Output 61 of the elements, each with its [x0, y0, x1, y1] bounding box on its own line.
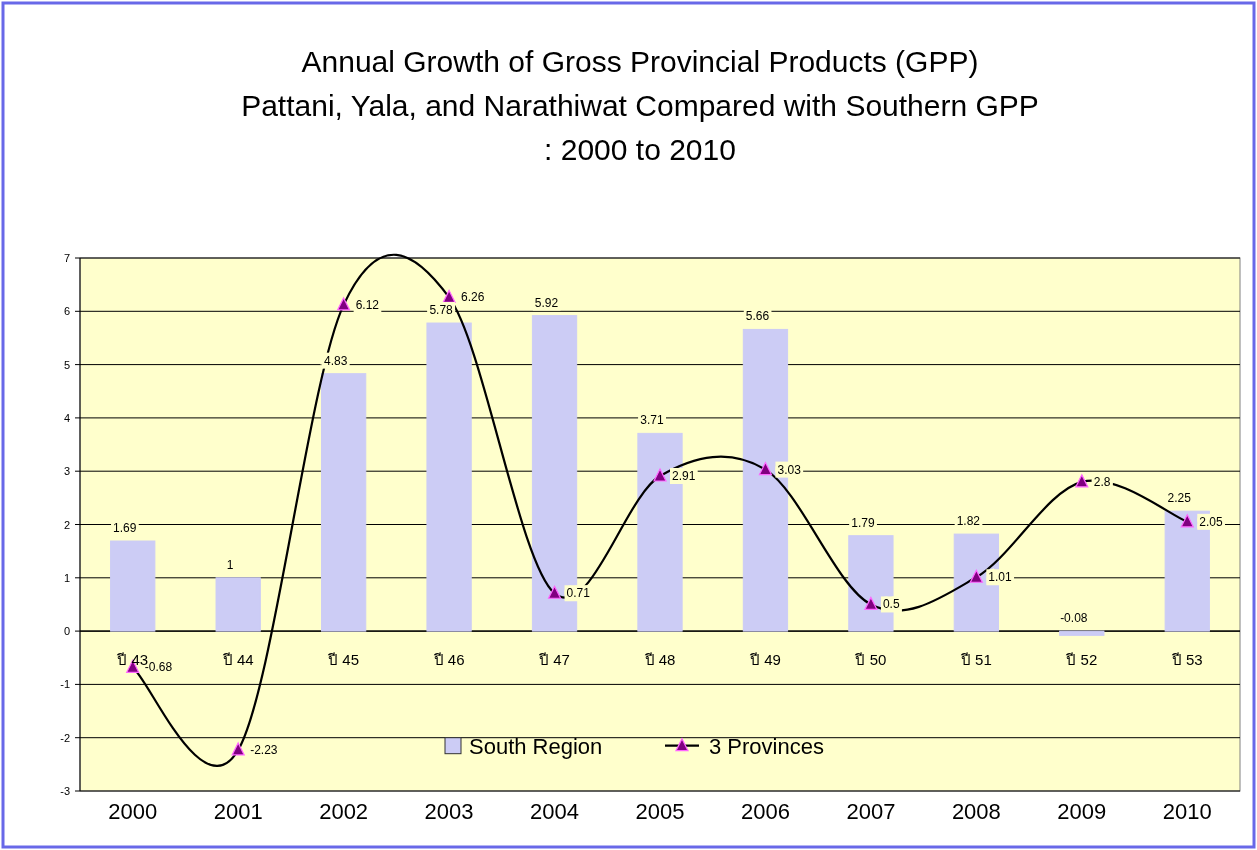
x-tick-label: 2007	[846, 799, 896, 824]
x-tick-label: 2010	[1162, 799, 1212, 824]
bar	[215, 577, 261, 632]
legend-label: 3 Provinces	[709, 733, 824, 759]
data-label: 6.12	[355, 297, 380, 312]
annotation: ปี 51	[959, 651, 992, 669]
data-label: 5.92	[534, 295, 559, 310]
data-label: 2.05	[1199, 514, 1223, 529]
y-tick-label: -1	[60, 678, 70, 691]
data-label: 1.79	[851, 515, 875, 530]
bar	[426, 322, 472, 632]
data-label: 2.25	[1167, 491, 1192, 506]
annotation: ปี 44	[221, 651, 254, 669]
x-tick-label: 2005	[635, 799, 685, 824]
data-label: 2.8	[1093, 474, 1111, 489]
chart-title: Annual Growth of Gross Provincial Products (GPP) Pattani, Yala, and Narathiwat Compared with Southern GPP : 2000 to 2010	[241, 45, 1039, 166]
data-label: -2.23	[250, 742, 278, 757]
x-tick-label: 2000	[108, 799, 158, 824]
annotation: ปี 47	[538, 651, 570, 669]
annotation: ปี 49	[749, 651, 781, 669]
annotation: ปี 50	[854, 651, 887, 669]
x-tick-label: 2002	[319, 799, 369, 824]
data-label: 1.82	[956, 514, 981, 529]
y-tick-label: 4	[63, 411, 70, 424]
data-label: 5.78	[429, 303, 454, 318]
y-tick-label: 7	[63, 252, 70, 264]
annotation: ปี 45	[327, 651, 360, 669]
data-label: 3.03	[777, 462, 802, 477]
data-label: -0.08	[1060, 611, 1088, 626]
y-tick-label: 0	[63, 625, 70, 638]
annotation: ปี 53	[1170, 651, 1203, 669]
data-label: 0.71	[566, 586, 591, 601]
y-tick-label: -2	[60, 731, 70, 744]
annotation: ปี 46	[432, 651, 465, 669]
y-tick-label: 1	[63, 571, 70, 584]
x-tick-label: 2008	[951, 799, 1001, 824]
y-tick-label: 3	[63, 465, 70, 478]
data-label: 3.71	[640, 413, 664, 428]
data-label: 1.69	[113, 521, 137, 536]
data-label: 5.66	[745, 309, 770, 324]
data-label: 1.01	[988, 570, 1013, 585]
x-tick-label: 2009	[1057, 799, 1107, 824]
bar	[320, 373, 367, 632]
annotation: ปี 52	[1065, 651, 1098, 669]
data-label: 2.91	[672, 469, 696, 483]
y-tick-label: 6	[63, 305, 70, 318]
x-tick-label: 2004	[530, 799, 580, 824]
x-tick-label: 2006	[740, 799, 790, 824]
y-tick-label: -3	[60, 785, 70, 797]
data-label: 4.83	[323, 353, 348, 368]
y-tick-label: 2	[63, 518, 70, 531]
x-tick-label: 2003	[424, 799, 474, 824]
x-tick-label: 2001	[213, 799, 263, 824]
data-label: 1	[226, 557, 234, 572]
annotation: ปี 48	[643, 651, 676, 669]
data-label: 0.5	[882, 597, 900, 612]
data-label: 6.26	[461, 290, 485, 305]
y-tick-label: 5	[63, 358, 70, 371]
bar	[110, 540, 156, 632]
bar	[1059, 630, 1105, 636]
legend-label: South Region	[469, 733, 603, 759]
